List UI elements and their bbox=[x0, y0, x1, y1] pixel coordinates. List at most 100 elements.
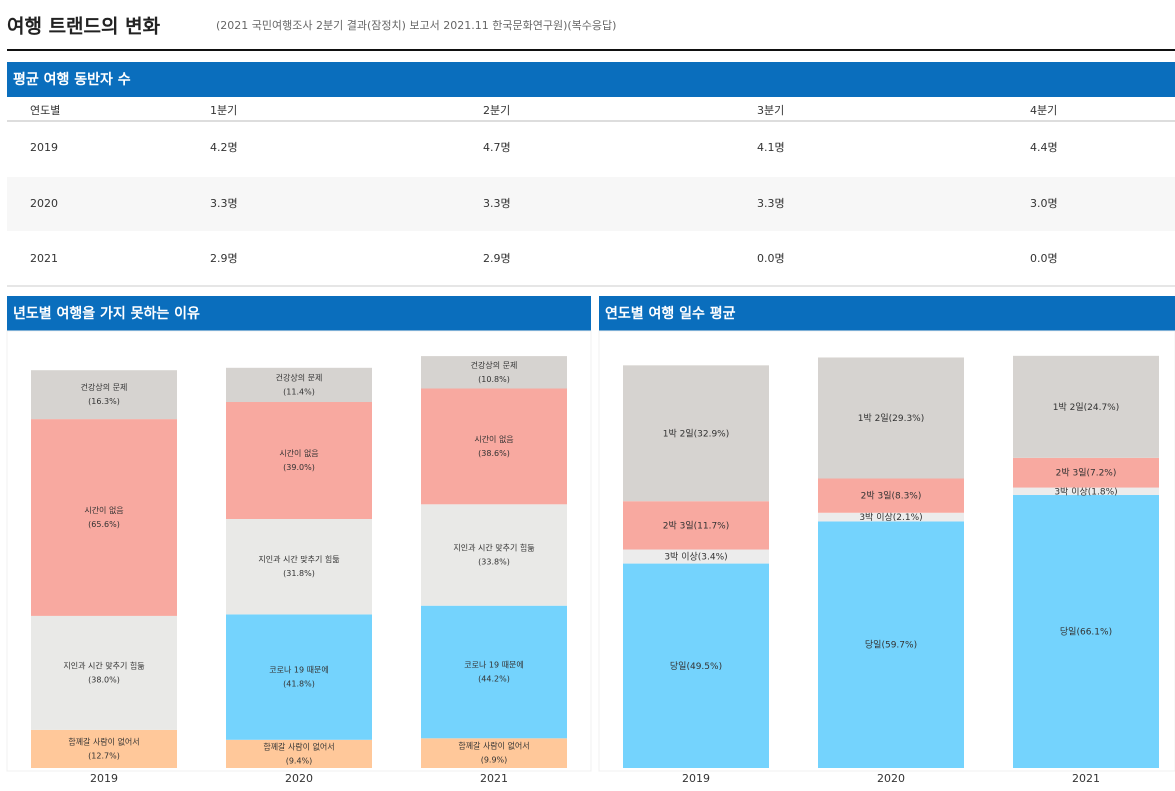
data-label: (39.0%) bbox=[283, 463, 315, 472]
series-name: 1박 2일 bbox=[1053, 401, 1084, 412]
data-label: (9.9%) bbox=[481, 756, 508, 765]
series-name: 1박 2일 bbox=[663, 428, 694, 439]
table-cell: 4.1명 bbox=[757, 141, 785, 154]
data-label: (3.4%) bbox=[698, 552, 728, 562]
table-header: 4분기 bbox=[1030, 104, 1057, 117]
segment-label: 지인과 시간 맞추기 힘듦 bbox=[258, 554, 339, 564]
data-label: (32.9%) bbox=[694, 429, 730, 439]
data-label: (31.8%) bbox=[283, 569, 315, 578]
data-label: (16.3%) bbox=[88, 397, 120, 406]
data-label: (33.8%) bbox=[478, 558, 510, 567]
table-cell: 4.2명 bbox=[210, 141, 238, 154]
bar-segment bbox=[818, 521, 964, 768]
series-name: 3박 이상 bbox=[859, 512, 892, 523]
series-name: 2박 3일 bbox=[861, 490, 892, 501]
series-name: 1박 2일 bbox=[858, 412, 889, 423]
bar-segment bbox=[1013, 487, 1159, 496]
segment-label: 당일(49.5%) bbox=[670, 660, 722, 671]
table-cell: 4.7명 bbox=[483, 141, 511, 154]
bar-segment bbox=[31, 615, 177, 730]
series-name: 당일 bbox=[670, 660, 687, 671]
data-label: (24.7%) bbox=[1084, 402, 1120, 412]
segment-label: 2박 3일(8.3%) bbox=[861, 490, 922, 501]
data-label: (38.6%) bbox=[478, 449, 510, 458]
section-header bbox=[599, 296, 1175, 331]
chart-title: 년도별 여행을 가지 못하는 이유 bbox=[13, 305, 200, 322]
data-label: (66.1%) bbox=[1076, 627, 1112, 637]
segment-label: 시간이 없음 bbox=[84, 505, 123, 515]
bar-segment bbox=[421, 388, 567, 505]
segment-label: 당일(66.1%) bbox=[1060, 626, 1112, 637]
series-name: 당일 bbox=[865, 639, 882, 650]
bar-segment bbox=[31, 370, 177, 420]
title-rule bbox=[7, 49, 1175, 51]
data-label: (44.2%) bbox=[478, 675, 510, 684]
data-label: (10.8%) bbox=[478, 375, 510, 384]
table-cell: 3.3명 bbox=[757, 197, 785, 210]
bar-segment bbox=[226, 739, 372, 768]
bar-segment bbox=[31, 729, 177, 768]
row-stripe bbox=[7, 177, 1175, 231]
bar-segment bbox=[623, 563, 769, 768]
segment-label: 함께갈 사람이 없어서 bbox=[263, 741, 334, 751]
bar-segment bbox=[818, 512, 964, 522]
series-name: 3박 이상 bbox=[1054, 486, 1087, 497]
bar-segment bbox=[623, 549, 769, 564]
data-label: (59.7%) bbox=[881, 640, 917, 650]
table-header: 1분기 bbox=[210, 104, 237, 117]
segment-label: 1박 2일(24.7%) bbox=[1053, 401, 1120, 412]
table-cell: 4.4명 bbox=[1030, 141, 1058, 154]
data-label: (41.8%) bbox=[283, 680, 315, 689]
series-name: 2박 3일 bbox=[663, 520, 694, 531]
table-cell: 3.0명 bbox=[1030, 197, 1058, 210]
data-label: (65.6%) bbox=[88, 520, 120, 529]
bar-segment bbox=[623, 501, 769, 550]
table-cell: 0.0명 bbox=[757, 252, 785, 265]
data-label: (29.3%) bbox=[889, 413, 925, 423]
table-header: 연도별 bbox=[30, 104, 60, 117]
bar-segment bbox=[421, 356, 567, 389]
table-header: 3분기 bbox=[757, 104, 784, 117]
segment-label: 시간이 없음 bbox=[474, 434, 513, 444]
bar-segment bbox=[1013, 495, 1159, 768]
panel bbox=[598, 330, 1175, 772]
data-label: (8.3%) bbox=[891, 491, 921, 501]
x-tick-label: 2019 bbox=[90, 772, 118, 785]
bar-segment bbox=[421, 605, 567, 739]
bar-segment bbox=[226, 367, 372, 402]
data-label: (7.2%) bbox=[1086, 468, 1116, 478]
segment-label: 2박 3일(11.7%) bbox=[663, 520, 730, 531]
bar-segment bbox=[1013, 355, 1159, 458]
segment-label: 당일(59.7%) bbox=[865, 639, 917, 650]
data-label: (2.1%) bbox=[893, 513, 923, 523]
segment-label: 3박 이상(3.4%) bbox=[664, 551, 727, 562]
x-tick-label: 2020 bbox=[285, 772, 313, 785]
table-cell: 2020 bbox=[30, 197, 58, 210]
section-title: 평균 여행 동반자 수 bbox=[13, 71, 131, 88]
x-tick-label: 2019 bbox=[682, 772, 710, 785]
table-cell: 3.3명 bbox=[210, 197, 238, 210]
segment-label: 함께갈 사람이 없어서 bbox=[458, 741, 529, 751]
x-tick-label: 2020 bbox=[877, 772, 905, 785]
bar-segment bbox=[226, 402, 372, 519]
page-subtitle: (2021 국민여행조사 2분기 결과(잠정치) 보고서 2021.11 한국문… bbox=[216, 19, 616, 32]
data-label: (49.5%) bbox=[686, 661, 722, 671]
bar-segment bbox=[421, 738, 567, 768]
segment-label: 시간이 없음 bbox=[279, 448, 318, 458]
data-label: (9.4%) bbox=[286, 756, 313, 765]
series-name: 3박 이상 bbox=[664, 551, 697, 562]
segment-label: 3박 이상(2.1%) bbox=[859, 512, 922, 523]
data-label: (11.4%) bbox=[283, 387, 315, 396]
page-title: 여행 트랜드의 변화 bbox=[7, 16, 161, 38]
segment-label: 1박 2일(32.9%) bbox=[663, 428, 730, 439]
chart-title: 연도별 여행 일수 평균 bbox=[605, 305, 736, 322]
bar-segment bbox=[226, 614, 372, 740]
segment-label: 3박 이상(1.8%) bbox=[1054, 486, 1117, 497]
segment-label: 2박 3일(7.2%) bbox=[1056, 467, 1117, 478]
data-label: (38.0%) bbox=[88, 675, 120, 684]
x-tick-label: 2021 bbox=[1072, 772, 1100, 785]
table-cell: 2021 bbox=[30, 252, 58, 265]
bar-segment bbox=[623, 365, 769, 502]
segment-label: 건강상의 문제 bbox=[471, 360, 518, 370]
bar-segment bbox=[226, 519, 372, 615]
